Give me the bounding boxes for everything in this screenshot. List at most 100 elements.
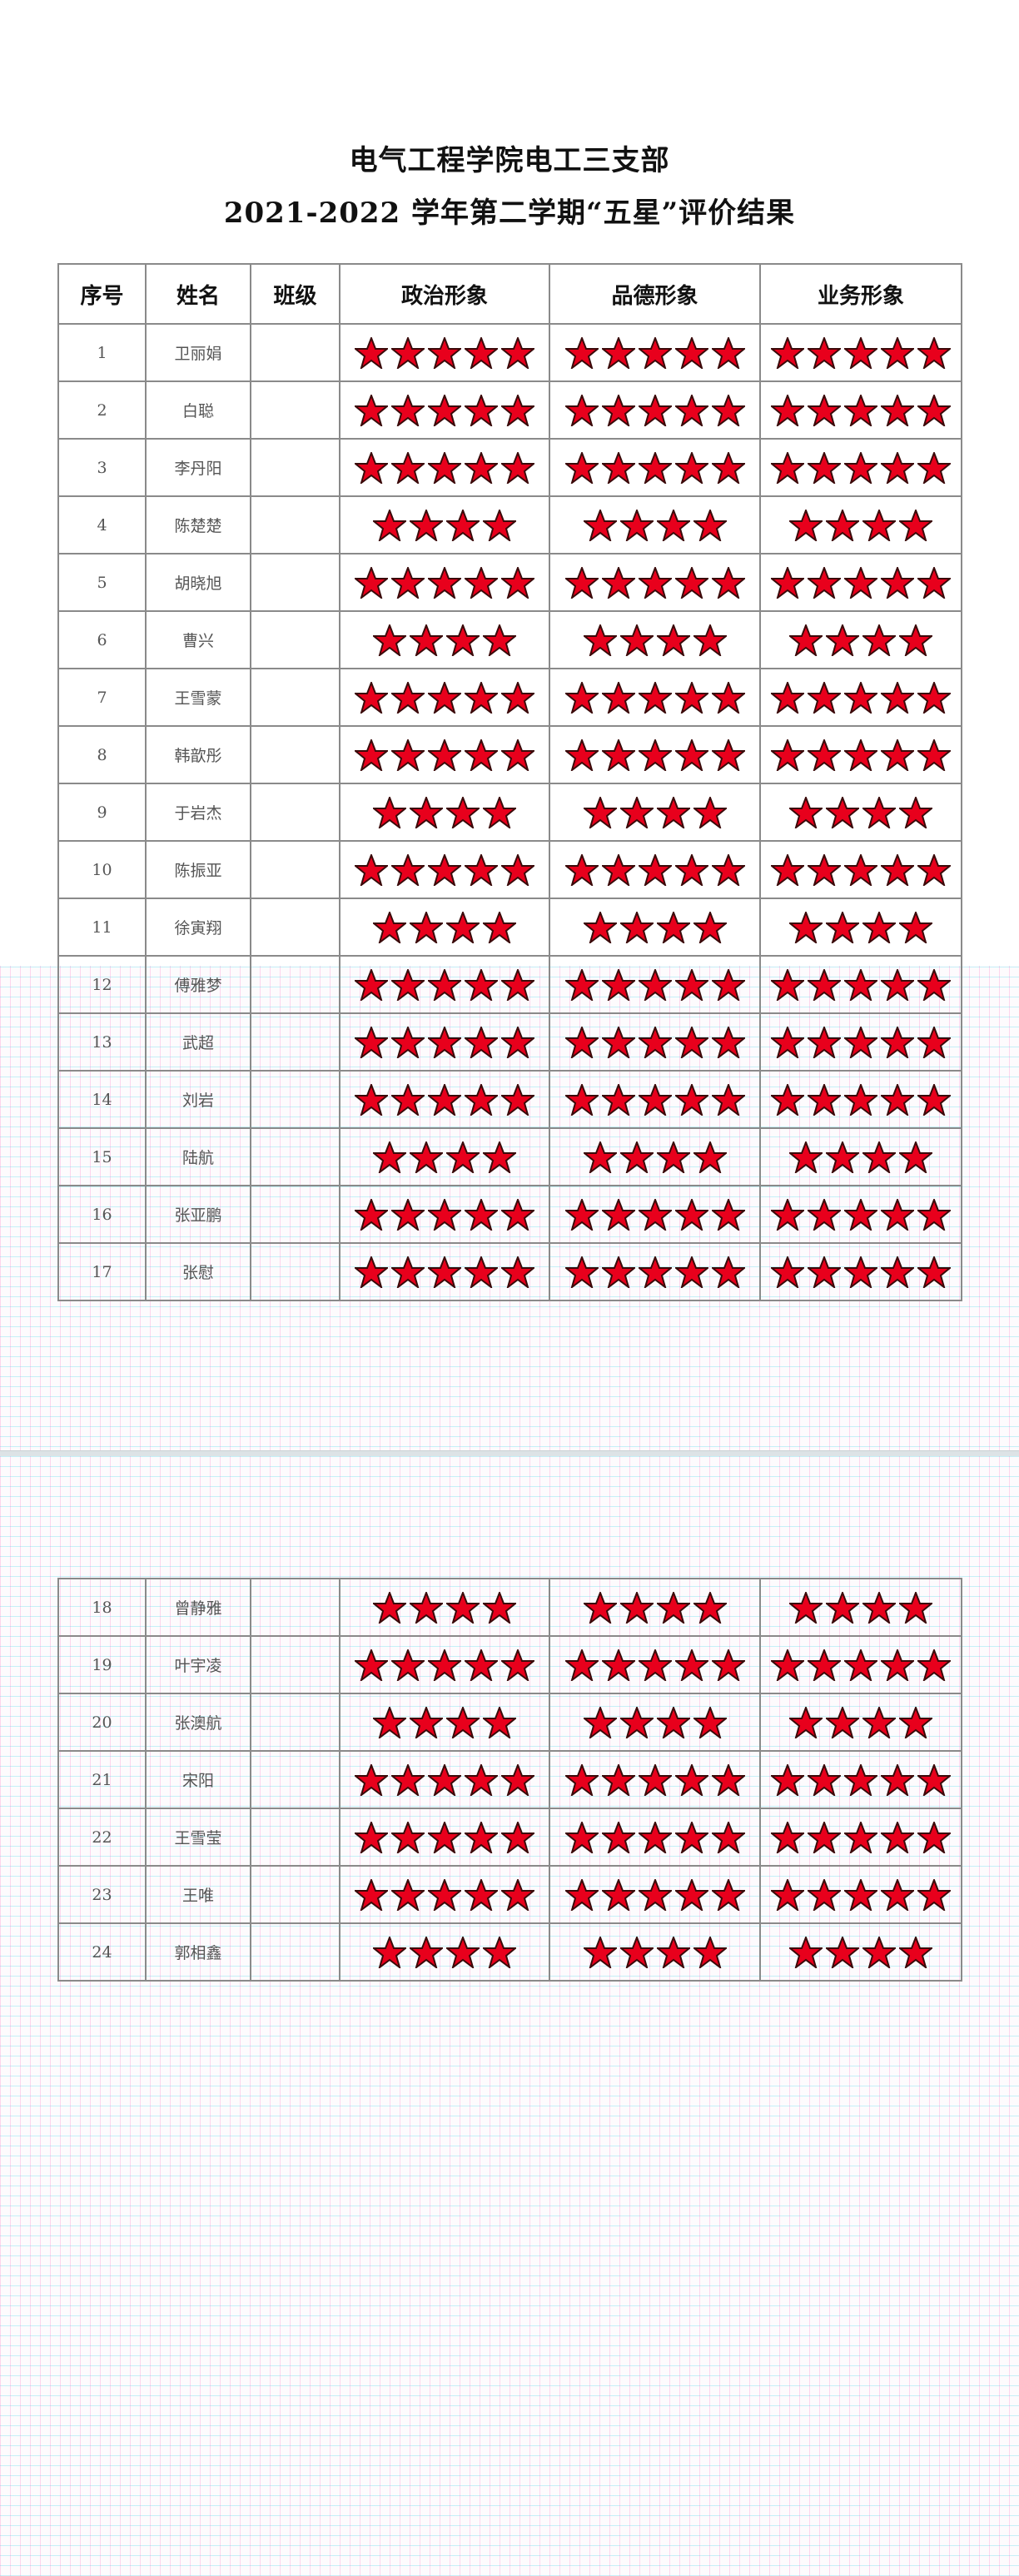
row-number: 14 [57,1070,147,1129]
star-icon [564,1878,599,1911]
star-icon [501,1026,534,1058]
star-icon [808,1878,841,1911]
row-number: 13 [57,1012,147,1072]
star-icon [674,1256,708,1288]
star-icon [619,796,654,828]
star-icon [355,566,388,599]
political-stars [339,1750,550,1809]
star-icon [771,738,804,771]
moral-stars [549,1693,761,1752]
moral-stars [549,1070,761,1129]
moral-stars [549,1012,761,1072]
star-icon [638,968,672,1001]
star-icon [656,1936,690,1968]
star-icon [638,1821,672,1853]
star-icon [391,853,425,886]
star-icon [483,624,516,656]
row-number: 15 [57,1127,147,1186]
moral-stars [549,610,761,669]
star-icon [674,853,708,886]
star-icon [355,1763,388,1796]
star-icon [808,853,841,886]
star-icon [711,968,745,1001]
star-icon [808,738,841,771]
star-icon [674,451,708,484]
star-icon [564,968,599,1001]
moral-stars [549,1127,761,1186]
business-stars [759,1865,962,1924]
star-icon [899,509,932,541]
star-icon [601,1198,635,1231]
row-name: 曹兴 [145,610,251,669]
star-icon [674,681,708,714]
star-icon [808,968,841,1001]
table-row: 11 徐寅翔 [57,898,962,957]
row-class [250,783,340,842]
star-icon [391,451,425,484]
star-icon [808,1198,841,1231]
star-icon [465,1878,498,1911]
star-icon [355,1878,388,1911]
star-icon [693,1141,727,1173]
row-number: 4 [57,495,147,554]
star-icon [564,451,599,484]
star-icon [391,681,425,714]
star-icon [483,1936,516,1968]
star-icon [881,1821,914,1853]
star-icon [844,853,877,886]
row-name: 王雪蒙 [145,668,251,727]
star-icon [826,509,859,541]
business-stars [759,495,962,554]
business-stars [759,1635,962,1694]
row-class [250,610,340,669]
star-icon [501,968,534,1001]
star-icon [917,394,951,426]
star-icon [862,1591,896,1624]
star-icon [808,566,841,599]
star-icon [601,566,635,599]
row-name: 宋阳 [145,1750,251,1809]
star-icon [899,1936,932,1968]
star-icon [619,1706,654,1738]
row-name: 陈振亚 [145,840,251,899]
star-icon [483,911,516,943]
star-icon [711,738,745,771]
row-number: 22 [57,1808,147,1867]
star-icon [601,394,635,426]
political-stars [339,1012,550,1072]
business-stars [759,1578,962,1637]
political-stars [339,323,550,382]
star-icon [789,624,823,656]
star-icon [465,1026,498,1058]
table-row: 13 武超 [57,1012,962,1072]
star-icon [844,1763,877,1796]
star-icon [583,1706,617,1738]
row-name: 白聪 [145,380,251,440]
star-icon [428,1763,461,1796]
star-icon [428,968,461,1001]
star-icon [808,1763,841,1796]
star-icon [862,796,896,828]
political-stars [339,1578,550,1637]
star-icon [674,1649,708,1681]
political-stars [339,380,550,440]
political-stars [339,1865,550,1924]
star-icon [711,566,745,599]
star-icon [465,394,498,426]
moral-stars [549,553,761,612]
star-icon [711,1821,745,1853]
star-icon [844,394,877,426]
results-table-page-2: 18 曾静雅 19 叶宇凌 20 张澳航 21 宋阳 22 王雪莹 23 王唯 24 郭相鑫 [57,1578,962,1982]
star-icon [693,911,727,943]
row-class [250,438,340,497]
star-icon [428,1821,461,1853]
star-icon [583,509,617,541]
star-icon [428,1878,461,1911]
star-icon [844,336,877,369]
star-icon [601,1878,635,1911]
business-stars [759,668,962,727]
star-icon [693,796,727,828]
star-icon [789,509,823,541]
star-icon [808,1083,841,1116]
star-icon [446,796,480,828]
